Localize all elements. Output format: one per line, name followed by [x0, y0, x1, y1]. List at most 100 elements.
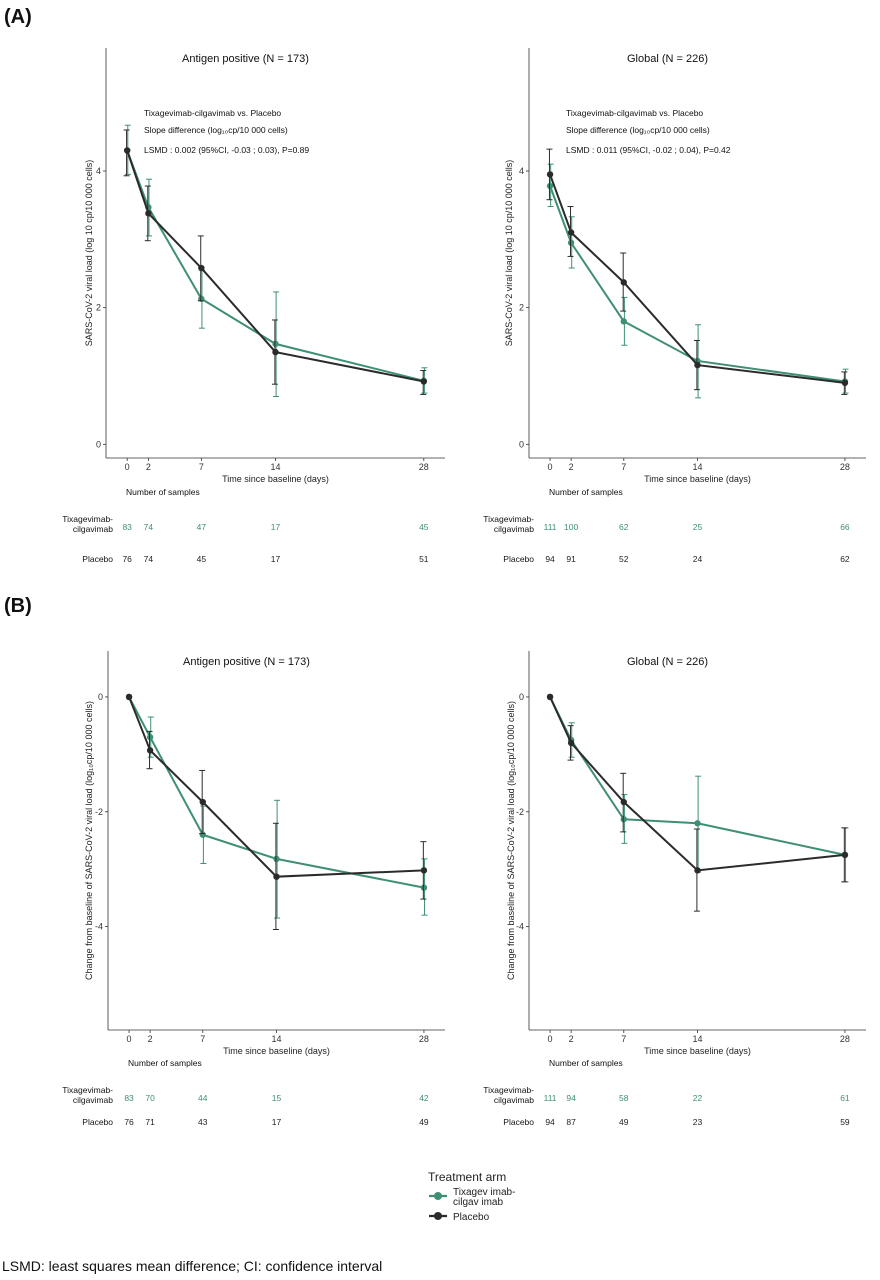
- data-point: [273, 873, 280, 880]
- data-point: [272, 348, 279, 356]
- x-tick-label: 28: [419, 462, 429, 472]
- panel-label-a: (A): [4, 6, 32, 28]
- samples-row-name: Tixagevimab-: [483, 514, 534, 524]
- data-point: [694, 820, 701, 827]
- series-treatment: [546, 163, 849, 399]
- samples-value: 76: [122, 554, 132, 564]
- x-axis-label: Time since baseline (days): [223, 1046, 330, 1056]
- samples-value: 111: [544, 522, 557, 532]
- series-line: [549, 185, 846, 383]
- samples-value: 87: [566, 1117, 576, 1127]
- y-tick-label: -2: [95, 807, 103, 817]
- samples-value: 111: [544, 1093, 557, 1103]
- legend-marker: [434, 1192, 442, 1200]
- samples-value: 43: [198, 1117, 208, 1127]
- data-point: [420, 378, 428, 385]
- data-point: [546, 693, 554, 701]
- samples-value: 49: [619, 1117, 629, 1127]
- chart-title: Antigen positive (N = 173): [182, 53, 309, 65]
- samples-header: Number of samples: [128, 1058, 202, 1068]
- samples-value: 17: [272, 1117, 282, 1127]
- samples-row-name: Tixagevimab-: [62, 1085, 113, 1095]
- samples-table: Number of samples Tixagevimab-cilgavimab 1…: [483, 1058, 850, 1127]
- y-tick-label: 0: [98, 692, 103, 702]
- legend-marker: [434, 1212, 442, 1220]
- data-point: [420, 867, 428, 874]
- chart-A-antigen: Antigen positive (N = 173) 0 2 4 0 2 7 14 28 Time…: [62, 48, 445, 564]
- annotation-line: Slope difference (log₁₀cp/10 000 cells): [566, 125, 710, 135]
- x-tick-label: 28: [840, 462, 850, 472]
- samples-value: 49: [419, 1117, 429, 1127]
- chart-B-global: Global (N = 226) -4 -2 0 0 2 7 14 28 Time since b…: [483, 651, 866, 1127]
- annotation-line: LSMD : 0.011 (95%CI, -0.02 ; 0.04), P=0.…: [566, 145, 731, 155]
- samples-value: 83: [122, 522, 132, 532]
- legend-label: cilgav imab: [453, 1197, 503, 1208]
- data-point: [841, 379, 849, 387]
- data-point: [146, 733, 154, 741]
- samples-value: 91: [566, 554, 576, 564]
- samples-row-name: cilgavimab: [494, 1095, 534, 1105]
- panel-label-b: (B): [4, 595, 32, 617]
- samples-value: 74: [144, 522, 154, 532]
- samples-value: 61: [840, 1093, 850, 1103]
- samples-value: 45: [197, 554, 207, 564]
- data-point: [273, 855, 280, 863]
- data-point: [694, 867, 701, 874]
- legend-title: Treatment arm: [428, 1170, 506, 1184]
- samples-header: Number of samples: [549, 487, 623, 497]
- data-point: [841, 851, 849, 859]
- legend: Treatment arm Tixagev imab-cilgav imab Pl…: [428, 1170, 515, 1223]
- series-treatment: [123, 124, 428, 397]
- samples-value: 45: [419, 522, 429, 532]
- y-axis-label: Change from baseline of SARS-CoV-2 viral…: [84, 701, 94, 980]
- samples-row-name: Tixagevimab-: [483, 1085, 534, 1095]
- series-placebo: [546, 693, 849, 912]
- x-tick-label: 14: [271, 1034, 281, 1044]
- chart-title: Global (N = 226): [627, 656, 708, 668]
- series-placebo: [123, 129, 428, 395]
- x-tick-label: 2: [146, 462, 151, 472]
- samples-value: 17: [271, 522, 281, 532]
- x-tick-label: 14: [692, 462, 702, 472]
- annotation-line: Slope difference (log₁₀cp/10 000 cells): [144, 125, 288, 135]
- samples-value: 51: [419, 554, 429, 564]
- y-tick-label: 4: [96, 166, 101, 176]
- samples-header: Number of samples: [549, 1058, 623, 1068]
- samples-value: 62: [840, 554, 850, 564]
- series-treatment: [546, 693, 849, 883]
- samples-value: 70: [145, 1093, 155, 1103]
- data-point: [694, 361, 701, 369]
- samples-value: 71: [145, 1117, 155, 1127]
- x-tick-label: 0: [127, 1034, 132, 1044]
- samples-row-name: Tixagevimab-: [62, 514, 113, 524]
- charts-group: Antigen positive (N = 173) 0 2 4 0 2 7 14 28 Time…: [62, 48, 866, 1127]
- samples-value: 74: [144, 554, 154, 564]
- chart-title: Antigen positive (N = 173): [183, 656, 310, 668]
- samples-value: 15: [272, 1093, 282, 1103]
- data-point: [123, 147, 131, 154]
- samples-value: 42: [419, 1093, 429, 1103]
- annotation-line: Tixagevimab-cilgavimab vs. Placebo: [566, 108, 703, 118]
- data-point: [567, 229, 575, 236]
- data-point: [199, 831, 206, 838]
- series-treatment: [125, 693, 428, 919]
- series-line: [128, 696, 424, 878]
- data-point: [546, 182, 554, 190]
- x-tick-label: 7: [200, 1034, 205, 1044]
- series-line: [549, 696, 846, 872]
- samples-table: Number of samples Tixagevimab-cilgavimab 8…: [62, 487, 429, 564]
- x-tick-label: 14: [692, 1034, 702, 1044]
- data-point: [145, 210, 152, 217]
- samples-value: 17: [271, 554, 281, 564]
- x-tick-label: 2: [569, 462, 574, 472]
- chart-title: Global (N = 226): [627, 53, 708, 65]
- x-tick-label: 7: [621, 1034, 626, 1044]
- data-point: [567, 239, 575, 246]
- samples-table: Number of samples Tixagevimab-cilgavimab 1…: [483, 487, 850, 564]
- samples-value: 23: [693, 1117, 703, 1127]
- samples-value: 76: [124, 1117, 134, 1127]
- samples-row-name: cilgavimab: [494, 524, 534, 534]
- data-point: [620, 816, 627, 823]
- samples-row-name: cilgavimab: [73, 1095, 113, 1105]
